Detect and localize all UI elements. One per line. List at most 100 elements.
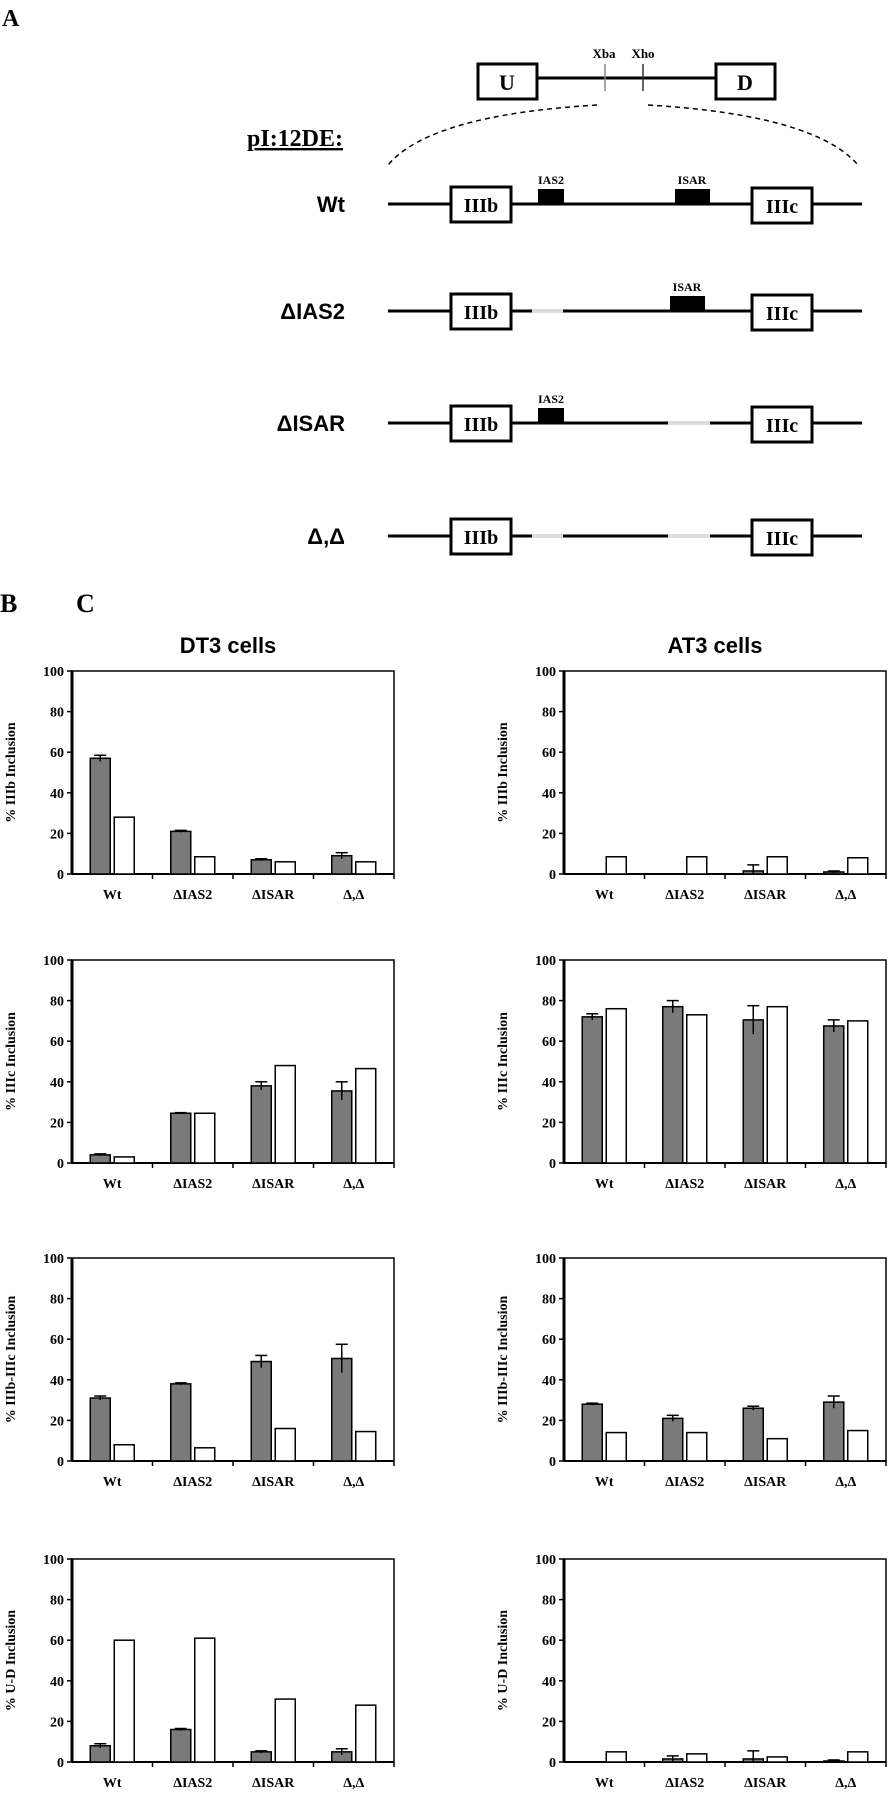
y-tick-label: 40 <box>50 787 64 802</box>
y-tick-label: 100 <box>43 954 64 969</box>
bar-filled <box>170 1112 192 1164</box>
y-axis-label: % U-D Inclusion <box>496 1610 511 1711</box>
x-tick-label: Δ,Δ <box>343 1475 364 1490</box>
x-tick-label: Δ,Δ <box>835 888 856 903</box>
y-tick-label: 100 <box>535 665 556 680</box>
x-tick-label: Δ,Δ <box>343 1776 364 1791</box>
bar-open <box>194 1112 216 1164</box>
exon-iiic-box <box>750 293 814 332</box>
x-tick-label: ΔISAR <box>252 1177 295 1192</box>
x-tick-label: ΔISAR <box>252 1776 295 1791</box>
x-tick-label: ΔISAR <box>252 888 295 903</box>
x-tick-label: ΔIAS2 <box>173 1475 212 1490</box>
column-title-right: AT3 cells <box>668 633 763 658</box>
y-tick-label: 40 <box>50 1076 64 1091</box>
bar-open <box>355 1067 377 1164</box>
y-tick-label: 20 <box>542 1715 556 1730</box>
exon-iiib-box <box>449 517 513 556</box>
y-tick-label: 0 <box>57 1455 64 1470</box>
y-tick-label: 80 <box>542 995 556 1010</box>
exon-iiic-box <box>750 405 814 444</box>
bar-open <box>355 1704 377 1763</box>
bar-open <box>113 1444 135 1462</box>
y-axis-label: % U-D Inclusion <box>4 1610 19 1711</box>
y-tick-label: 80 <box>50 1293 64 1308</box>
y-tick-label: 100 <box>43 1553 64 1568</box>
y-tick-label: 40 <box>542 1076 556 1091</box>
exon-iiic-box <box>750 186 814 225</box>
y-tick-label: 100 <box>535 1252 556 1267</box>
exon-iiic-box <box>750 518 814 557</box>
bar-filled <box>662 1005 684 1164</box>
bar-open <box>686 855 708 875</box>
y-tick-label: 0 <box>57 868 64 883</box>
exon-d-label: D <box>737 70 753 95</box>
x-tick-label: Wt <box>103 1177 122 1192</box>
isar-element <box>670 296 705 311</box>
bar-chart: 0 20 40 60 80 100 % IIIc Inclusion Wt ΔIAS2 ΔISAR… <box>4 954 395 1192</box>
y-tick-label: 60 <box>542 1634 556 1649</box>
bar-filled <box>581 1403 603 1462</box>
y-axis-label: % IIIb-IIIc Inclusion <box>4 1295 19 1423</box>
exon-iiic-label: IIIc <box>766 196 798 218</box>
x-tick-label: ΔIAS2 <box>665 1177 704 1192</box>
y-tick-label: 0 <box>549 1157 556 1172</box>
y-axis-label: % IIIc Inclusion <box>4 1012 19 1111</box>
bar-open <box>355 1430 377 1462</box>
bar-filled <box>89 1154 111 1164</box>
panel-label-c: C <box>76 589 95 618</box>
bar-chart: 0 20 40 60 80 100 % IIIb-IIIc Inclusion Wt ΔIAS2… <box>496 1252 887 1490</box>
bar-filled <box>89 1397 111 1462</box>
bar-open <box>113 1156 135 1164</box>
x-tick-label: Δ,Δ <box>835 1776 856 1791</box>
bar-open <box>847 1429 869 1462</box>
exon-iiib-label: IIIb <box>464 195 498 217</box>
bar-filled <box>331 1357 353 1462</box>
bar-filled <box>250 859 272 875</box>
bar-open <box>847 1751 869 1763</box>
y-tick-label: 0 <box>57 1157 64 1172</box>
bar-filled <box>742 1407 764 1462</box>
ias2-label: IAS2 <box>538 392 564 406</box>
x-tick-label: Δ,Δ <box>343 1177 364 1192</box>
zoom-arc-right <box>647 104 859 166</box>
x-tick-label: ΔIAS2 <box>173 1177 212 1192</box>
x-tick-label: ΔIAS2 <box>173 1776 212 1791</box>
ias2-element <box>538 408 564 423</box>
construct-row: ΔIAS2 IIIb IIIc ISAR <box>280 280 862 332</box>
y-tick-label: 0 <box>549 868 556 883</box>
plot-frame <box>563 1558 887 1763</box>
bar-open <box>605 1431 627 1462</box>
x-tick-label: Wt <box>595 1475 614 1490</box>
exon-iiib-box <box>449 185 513 224</box>
bar-open <box>194 855 216 875</box>
bar-open <box>686 1431 708 1462</box>
x-tick-label: ΔISAR <box>744 1776 787 1791</box>
exon-d-box <box>714 62 777 101</box>
bar-filled <box>250 1085 272 1164</box>
construct-name: pI:12DE: <box>247 126 343 152</box>
x-tick-label: Wt <box>595 888 614 903</box>
y-tick-label: 60 <box>542 1333 556 1348</box>
exon-iiib-box <box>449 292 513 331</box>
ias2-label: IAS2 <box>538 173 564 187</box>
bar-filled <box>742 1019 764 1164</box>
bar-open <box>605 1007 627 1164</box>
construct-row-label: ΔISAR <box>277 411 345 436</box>
y-tick-label: 80 <box>50 1594 64 1609</box>
bar-open <box>194 1447 216 1462</box>
bar-chart: 0 20 40 60 80 100 % U-D Inclusion Wt ΔIAS2 ΔISAR Δ… <box>4 1553 395 1791</box>
bar-open <box>274 1427 296 1462</box>
exon-iiic-label: IIIc <box>766 415 798 437</box>
bar-chart: 0 20 40 60 80 100 % U-D Inclusion Wt ΔIAS2 ΔISAR Δ… <box>496 1553 887 1791</box>
construct-row: Wt IIIb IIIc IAS2 ISAR <box>317 173 862 225</box>
isar-element <box>675 189 710 204</box>
y-tick-label: 100 <box>43 1252 64 1267</box>
bar-filled <box>89 1745 111 1763</box>
bar-open <box>274 861 296 875</box>
y-tick-label: 60 <box>50 746 64 761</box>
bar-open <box>194 1637 216 1763</box>
exon-iiic-label: IIIc <box>766 528 798 550</box>
bar-chart: 0 20 40 60 80 100 % IIIb Inclusion Wt ΔIAS2 ΔISAR… <box>496 665 887 903</box>
bar-open <box>274 1698 296 1763</box>
